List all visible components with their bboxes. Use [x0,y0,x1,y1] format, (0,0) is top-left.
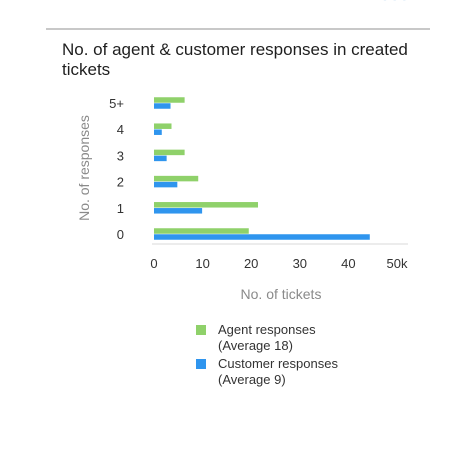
chart-title: No. of agent & customer responses in cre… [62,40,408,79]
bar-customer-0[interactable] [154,103,171,109]
x-tick-label: 0 [150,256,157,271]
bar-agent-4[interactable] [154,202,259,208]
x-tick-label: 40 [341,256,355,271]
bar-customer-3[interactable] [154,181,178,188]
y-tick-labels: 5+ 4 3 2 1 0 [109,96,124,242]
y-tick-label: 0 [117,227,124,242]
bar-agent-2[interactable] [154,149,185,156]
legend-average-agent: (Average 18) [218,338,293,353]
x-tick-label: 50k [387,256,408,271]
legend: Agent responses (Average 18) Customer re… [196,322,338,390]
x-tick-label: 30 [293,256,307,271]
x-tick-label: 10 [195,256,209,271]
x-axis-title: No. of tickets [241,286,322,302]
legend-item-customer[interactable]: Customer responses (Average 9) [196,356,338,388]
corner-decoration: ▪ ▪ ▪ [383,0,408,4]
y-tick-label: 3 [117,148,124,163]
x-tick-labels: 0 10 20 30 40 50k [150,256,408,271]
legend-average-customer: (Average 9) [218,372,286,387]
top-divider [46,28,430,30]
legend-swatch-agent [196,325,206,335]
bar-customer-5[interactable] [154,234,370,240]
bar-customer-4[interactable] [154,208,203,214]
bar-agent-0[interactable] [154,97,185,103]
bar-agent-1[interactable] [154,123,172,129]
bar-customer-2[interactable] [154,155,167,162]
bars-group [154,97,370,240]
legend-label-customer: Customer responses [218,356,338,371]
y-tick-label: 1 [117,201,124,216]
x-tick-label: 20 [244,256,258,271]
bar-agent-5[interactable] [154,228,249,234]
bar-customer-1[interactable] [154,129,162,135]
bar-agent-3[interactable] [154,175,199,182]
legend-label-agent: Agent responses [218,322,316,337]
legend-item-agent[interactable]: Agent responses (Average 18) [196,322,338,354]
y-tick-label: 5+ [109,96,124,111]
y-axis-title: No. of responses [76,115,92,221]
legend-swatch-customer [196,359,206,369]
y-tick-label: 2 [117,175,124,190]
y-tick-label: 4 [117,122,124,137]
